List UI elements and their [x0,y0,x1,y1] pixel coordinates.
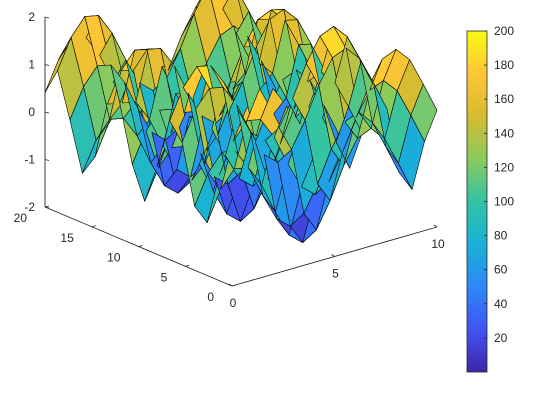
y-tick-label: 15 [60,231,74,245]
z-tick-label: -1 [24,153,35,167]
y-tick-label: 5 [161,270,168,284]
colorbar-tick-label: 160 [494,92,514,106]
y-tick-mark [231,284,237,287]
z-tick-label: -2 [24,200,35,214]
z-tick-mark [44,16,50,19]
colorbar-tick-label: 20 [494,331,508,345]
z-tick-mark [44,111,50,114]
x-tick-label: 5 [332,267,339,281]
y-tick-label: 10 [107,251,121,265]
x-tick-label: 10 [431,237,445,251]
axes: 0 5 10 0 5 10 15 20-2 -1 0 1 2 [14,10,445,310]
z-tick-label: 1 [28,58,35,72]
x-tick-mark [228,283,233,287]
z-tick-mark [44,159,50,161]
colorbar: 20 40 60 80 100 120 140 160 180 200 [466,24,514,373]
colorbar-tick-label: 200 [494,24,514,38]
z-tick-label: 0 [28,105,35,119]
surface-mesh [44,0,438,243]
colorbar-tick-label: 60 [494,263,508,277]
x-tick-label: 0 [230,296,237,310]
y-tick-label: 0 [207,290,214,304]
z-tick-label: 2 [28,10,35,24]
z-tick-mark [44,206,50,209]
x-tick-mark [433,224,438,228]
y-tick-label: 20 [14,211,28,225]
colorbar-tick-label: 140 [494,126,514,140]
surface-face [410,83,438,142]
colorbar-tick-label: 180 [494,58,514,72]
colorbar-tick-label: 120 [494,160,514,174]
y-tick-mark [91,225,96,228]
colorbar-tick-label: 100 [494,195,514,209]
y-tick-mark [138,245,143,247]
z-tick-mark [44,64,50,66]
y-tick-mark [185,264,190,267]
colorbar-tick-label: 40 [494,297,508,311]
colorbar-tick-label: 80 [494,229,508,243]
x-tick-mark [331,254,335,257]
